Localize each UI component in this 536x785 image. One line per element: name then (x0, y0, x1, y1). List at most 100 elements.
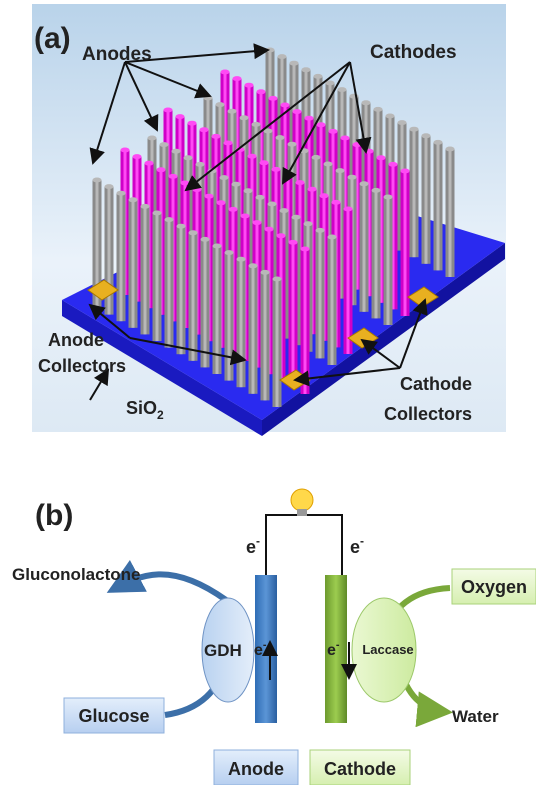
pillar-top (288, 239, 298, 245)
pillar-top (371, 187, 381, 193)
arrow (124, 61, 159, 132)
pillar-top (220, 69, 230, 75)
pillar-highlight (119, 193, 123, 322)
electron-label: e- (246, 534, 260, 557)
pillar-top (232, 76, 242, 82)
pillar-highlight (155, 213, 159, 341)
pillar-highlight (362, 183, 366, 312)
electron-sup: - (263, 639, 267, 651)
pillar-top (304, 115, 314, 121)
pillar-top (303, 221, 313, 227)
electron-base: e (350, 537, 360, 557)
pillar-top (276, 233, 286, 239)
pillar-top (156, 167, 166, 173)
pillar-top (240, 213, 250, 219)
substrate-label: SiO2 (126, 398, 164, 422)
pillar-highlight (251, 265, 255, 394)
anode-label: Anode (228, 759, 284, 779)
pillar-top (352, 142, 362, 148)
glucose-box (63, 697, 165, 734)
bulb-glass (290, 488, 314, 512)
pillar-top (236, 256, 246, 262)
electron-label: e- (327, 639, 340, 659)
pillar-top (248, 263, 258, 269)
pillar-top (289, 60, 299, 66)
pillar-highlight (263, 272, 267, 401)
pillar-top (104, 184, 114, 190)
pillar-top (216, 200, 226, 206)
glucose-label: Glucose (78, 706, 149, 726)
laccase-enzyme (351, 597, 417, 703)
pillar-highlight (203, 239, 207, 368)
cathode-collectors-label: Collectors (384, 404, 472, 424)
pillar-top (256, 89, 266, 95)
substrate-base: SiO (126, 398, 157, 418)
pillar-top (279, 208, 289, 214)
light-bulb (290, 488, 314, 516)
pillar-top (204, 193, 214, 199)
anode-box (213, 749, 299, 785)
pillar-top (347, 174, 357, 180)
panel-label: (b) (35, 499, 73, 532)
pillar-top (376, 155, 386, 161)
bulb-base (297, 509, 307, 516)
pillar-top (116, 190, 126, 196)
pillar-highlight (412, 129, 416, 258)
pillar-highlight (167, 219, 171, 348)
pillar-top (323, 161, 333, 167)
substrate-subscript: 2 (157, 408, 164, 422)
pillar-highlight (448, 149, 452, 277)
oxygen-label: Oxygen (461, 577, 527, 597)
pillar-top (168, 173, 178, 179)
wire (265, 514, 343, 575)
pillar-top (280, 102, 290, 108)
pillar-highlight (379, 157, 383, 303)
pillar-top (243, 188, 253, 194)
pillar-top (331, 199, 341, 205)
pillar-top (301, 67, 311, 73)
pillar-top (319, 193, 329, 199)
pillar-top (385, 113, 395, 119)
arrow (89, 61, 126, 165)
collector-pad (347, 327, 379, 349)
pillar-top (311, 154, 321, 160)
pillar-top (388, 161, 398, 167)
pointer-arrows (88, 43, 428, 401)
pillar-top (421, 133, 431, 139)
pillar-top (144, 160, 154, 166)
arrow (88, 303, 131, 339)
pillar-top (291, 214, 301, 220)
pillar-top (373, 106, 383, 112)
pillar-top (171, 148, 181, 154)
pillar-top (200, 236, 210, 242)
pillar-top (228, 206, 238, 212)
gluconolactone-label: Gluconolactone (12, 565, 140, 584)
pillar-top (287, 141, 297, 147)
pillar-top (313, 73, 323, 79)
pillar-top (383, 194, 393, 200)
arrow (399, 298, 428, 369)
pillar-top (359, 181, 369, 187)
pillar-top (212, 243, 222, 249)
pillar-top (271, 166, 281, 172)
pillar-top (120, 147, 130, 153)
pillar-top (219, 175, 229, 181)
pillar-top (300, 246, 310, 252)
arrow (282, 61, 351, 185)
pillar-highlight (436, 142, 440, 271)
pillar-highlight (191, 232, 195, 361)
pillar-top (159, 142, 169, 148)
pillar-highlight (318, 230, 322, 359)
arrow (349, 61, 372, 154)
pillar-top (361, 100, 371, 106)
pillar-top (192, 187, 202, 193)
arrow (89, 368, 110, 401)
pillar-highlight (403, 171, 407, 316)
substrate-side (262, 243, 505, 436)
cathode-box (309, 749, 411, 785)
pillar-highlight (143, 206, 147, 335)
pillar-highlight (95, 180, 99, 308)
pillar-top (132, 154, 142, 160)
pillar-top (255, 194, 265, 200)
